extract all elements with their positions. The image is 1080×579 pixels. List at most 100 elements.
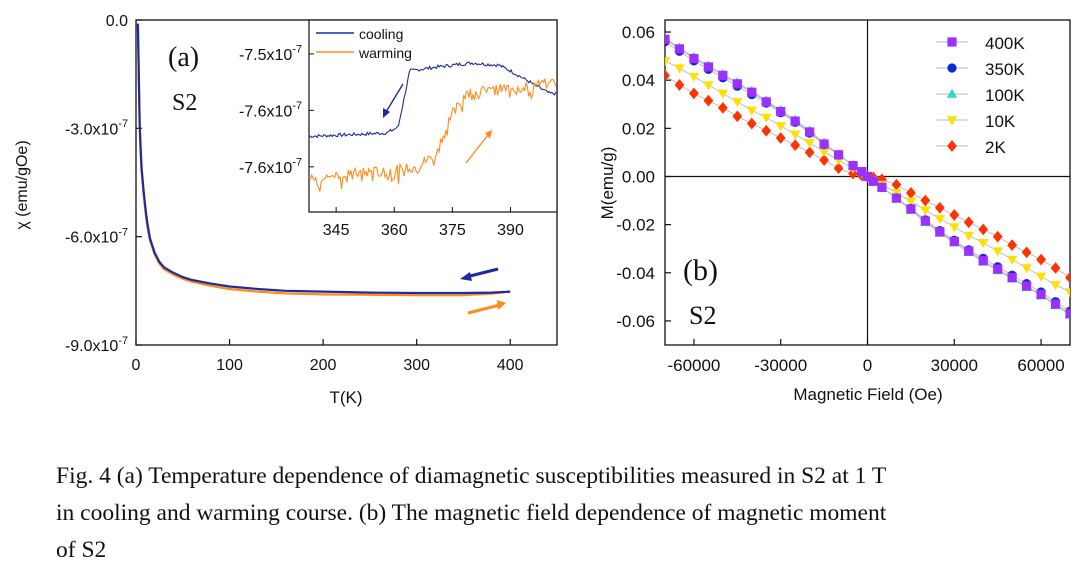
series-2K-point — [1021, 246, 1032, 259]
legend-400K-marker — [947, 37, 957, 47]
series-400K-point — [819, 139, 829, 149]
series-400K-point — [718, 70, 728, 80]
series-2K-point — [717, 102, 728, 114]
panel-a-ytick-label: 0.0 — [106, 13, 128, 30]
series-2K-point — [1036, 253, 1046, 266]
figure-caption: Fig. 4 (a) Temperature dependence of dia… — [56, 458, 1056, 569]
series-10K-point — [992, 247, 1003, 257]
series-2K-point — [920, 194, 931, 207]
legend-350K-marker — [947, 63, 957, 73]
series-400K-point — [862, 171, 873, 182]
panel-a-ytick-label: -6.0x10-7 — [65, 226, 128, 246]
series-400K-point — [857, 167, 867, 177]
series-400K-point — [747, 87, 757, 97]
inset-series-warming-line — [308, 78, 557, 192]
series-10K-point — [674, 64, 685, 74]
panel-a-xtick-label: 100 — [216, 357, 243, 374]
panel-b-ytick-label: 0.00 — [622, 167, 655, 186]
inset-series-cooling-line — [308, 61, 557, 139]
series-2K-point — [1050, 262, 1061, 274]
series-2K-point — [665, 69, 670, 82]
legend-100K-label: 100K — [985, 86, 1025, 105]
series-2K-point — [790, 139, 801, 152]
panel-a-xtick-label: 400 — [497, 357, 524, 374]
series-2K-point — [1007, 239, 1018, 251]
series-10K-point — [789, 130, 801, 140]
series-2K-point — [992, 230, 1003, 243]
panel-b: -60000 -30000 0 30000 60000 0.06 0.04 0.02 0.00 -… — [598, 19, 1071, 404]
series-10K-point — [963, 231, 975, 241]
series-400K-point — [935, 227, 945, 237]
series-400K-point — [964, 246, 974, 256]
panel-b-ytick-label: 0.04 — [622, 71, 655, 90]
panel-a-label: (a) — [168, 42, 199, 73]
inset-xtick-label: 375 — [439, 222, 466, 239]
series-2K-point — [689, 87, 699, 100]
series-400K-point — [949, 236, 959, 247]
panel-b-xlabel: Magnetic Field (Oe) — [793, 385, 942, 404]
inset-ytick-label: -7.6x10-7 — [239, 100, 302, 120]
series-2K-point — [1065, 271, 1070, 284]
series-400K-point — [665, 34, 670, 44]
panel-a-sample-label: S2 — [172, 90, 197, 116]
inset-warming-arrow — [465, 130, 492, 164]
legend-2K-label: 2K — [985, 138, 1006, 157]
inset-ytick-label: -7.5x10-7 — [239, 44, 302, 64]
inset-xtick-label: 390 — [497, 222, 524, 239]
legend-warming-label: warming — [358, 45, 412, 61]
series-2K-point — [819, 154, 830, 166]
panel-a-xlabel: T(K) — [329, 388, 362, 407]
series-10K-point — [717, 89, 729, 99]
series-10K-point — [920, 206, 931, 216]
panel-b-ylabel: M(emu/g) — [598, 147, 617, 220]
series-400K-point — [848, 161, 858, 171]
series-2K-point — [963, 216, 974, 229]
panel-b-xtick-label: -60000 — [667, 356, 720, 375]
series-2K-point — [703, 94, 714, 107]
series-10K-point — [732, 98, 743, 108]
panel-a-ytick-label: -9.0x10-7 — [65, 335, 128, 355]
series-2K-point — [934, 201, 945, 214]
series-2K-point — [746, 117, 757, 130]
series-10K-point — [746, 106, 758, 116]
series-400K-point — [891, 193, 902, 203]
series-2K-point — [905, 187, 916, 199]
series-10K-point — [688, 72, 700, 82]
inset-xtick-label: 345 — [323, 222, 350, 239]
legend-10K-marker — [946, 116, 958, 126]
panel-a-inset: 345 360 375 390-7.5x10-7-7.6x10-7-7.6x10-7 … — [239, 19, 558, 239]
warming-arrow — [467, 300, 506, 315]
series-10K-point — [804, 139, 815, 149]
legend-100K-marker — [946, 88, 958, 98]
panel-b-ytick-label: 0.02 — [622, 119, 655, 138]
series-400K-point — [1050, 299, 1061, 309]
series-400K-point — [805, 127, 815, 137]
series-10K-point — [818, 147, 830, 158]
series-400K-point — [978, 256, 988, 266]
panel-b-ytick-label: -0.04 — [616, 264, 655, 283]
series-10K-point — [905, 197, 917, 207]
series-10K-point — [665, 57, 671, 67]
series-400K-point — [993, 264, 1003, 274]
series-2K-point — [761, 124, 772, 137]
panel-a-xtick-label: 300 — [403, 357, 430, 374]
legend-10K-label: 10K — [985, 112, 1016, 131]
inset-frame — [308, 19, 558, 213]
series-400K-point — [790, 116, 800, 126]
series-400K-point — [920, 216, 930, 226]
panel-b-ytick-label: -0.06 — [616, 312, 655, 331]
series-2K-point — [732, 110, 743, 123]
series-400K-point — [877, 182, 887, 192]
series-10K-point — [1064, 288, 1070, 298]
panel-a-xtick-label: 200 — [310, 357, 337, 374]
series-400K-point — [868, 176, 878, 186]
series-400K-point — [674, 44, 685, 54]
series-10K-point — [1021, 264, 1032, 274]
series-10K-point — [1050, 281, 1061, 291]
caption-line-3: of S2 — [56, 537, 107, 563]
panel-b-ytick-label: 0.06 — [622, 23, 655, 42]
panel-b-legend: 400K 350K 100K 10K 2K — [936, 34, 1025, 157]
panel-b-xtick-label: -30000 — [754, 356, 807, 375]
series-2K-point — [674, 79, 685, 91]
series-400K-point — [776, 106, 786, 117]
